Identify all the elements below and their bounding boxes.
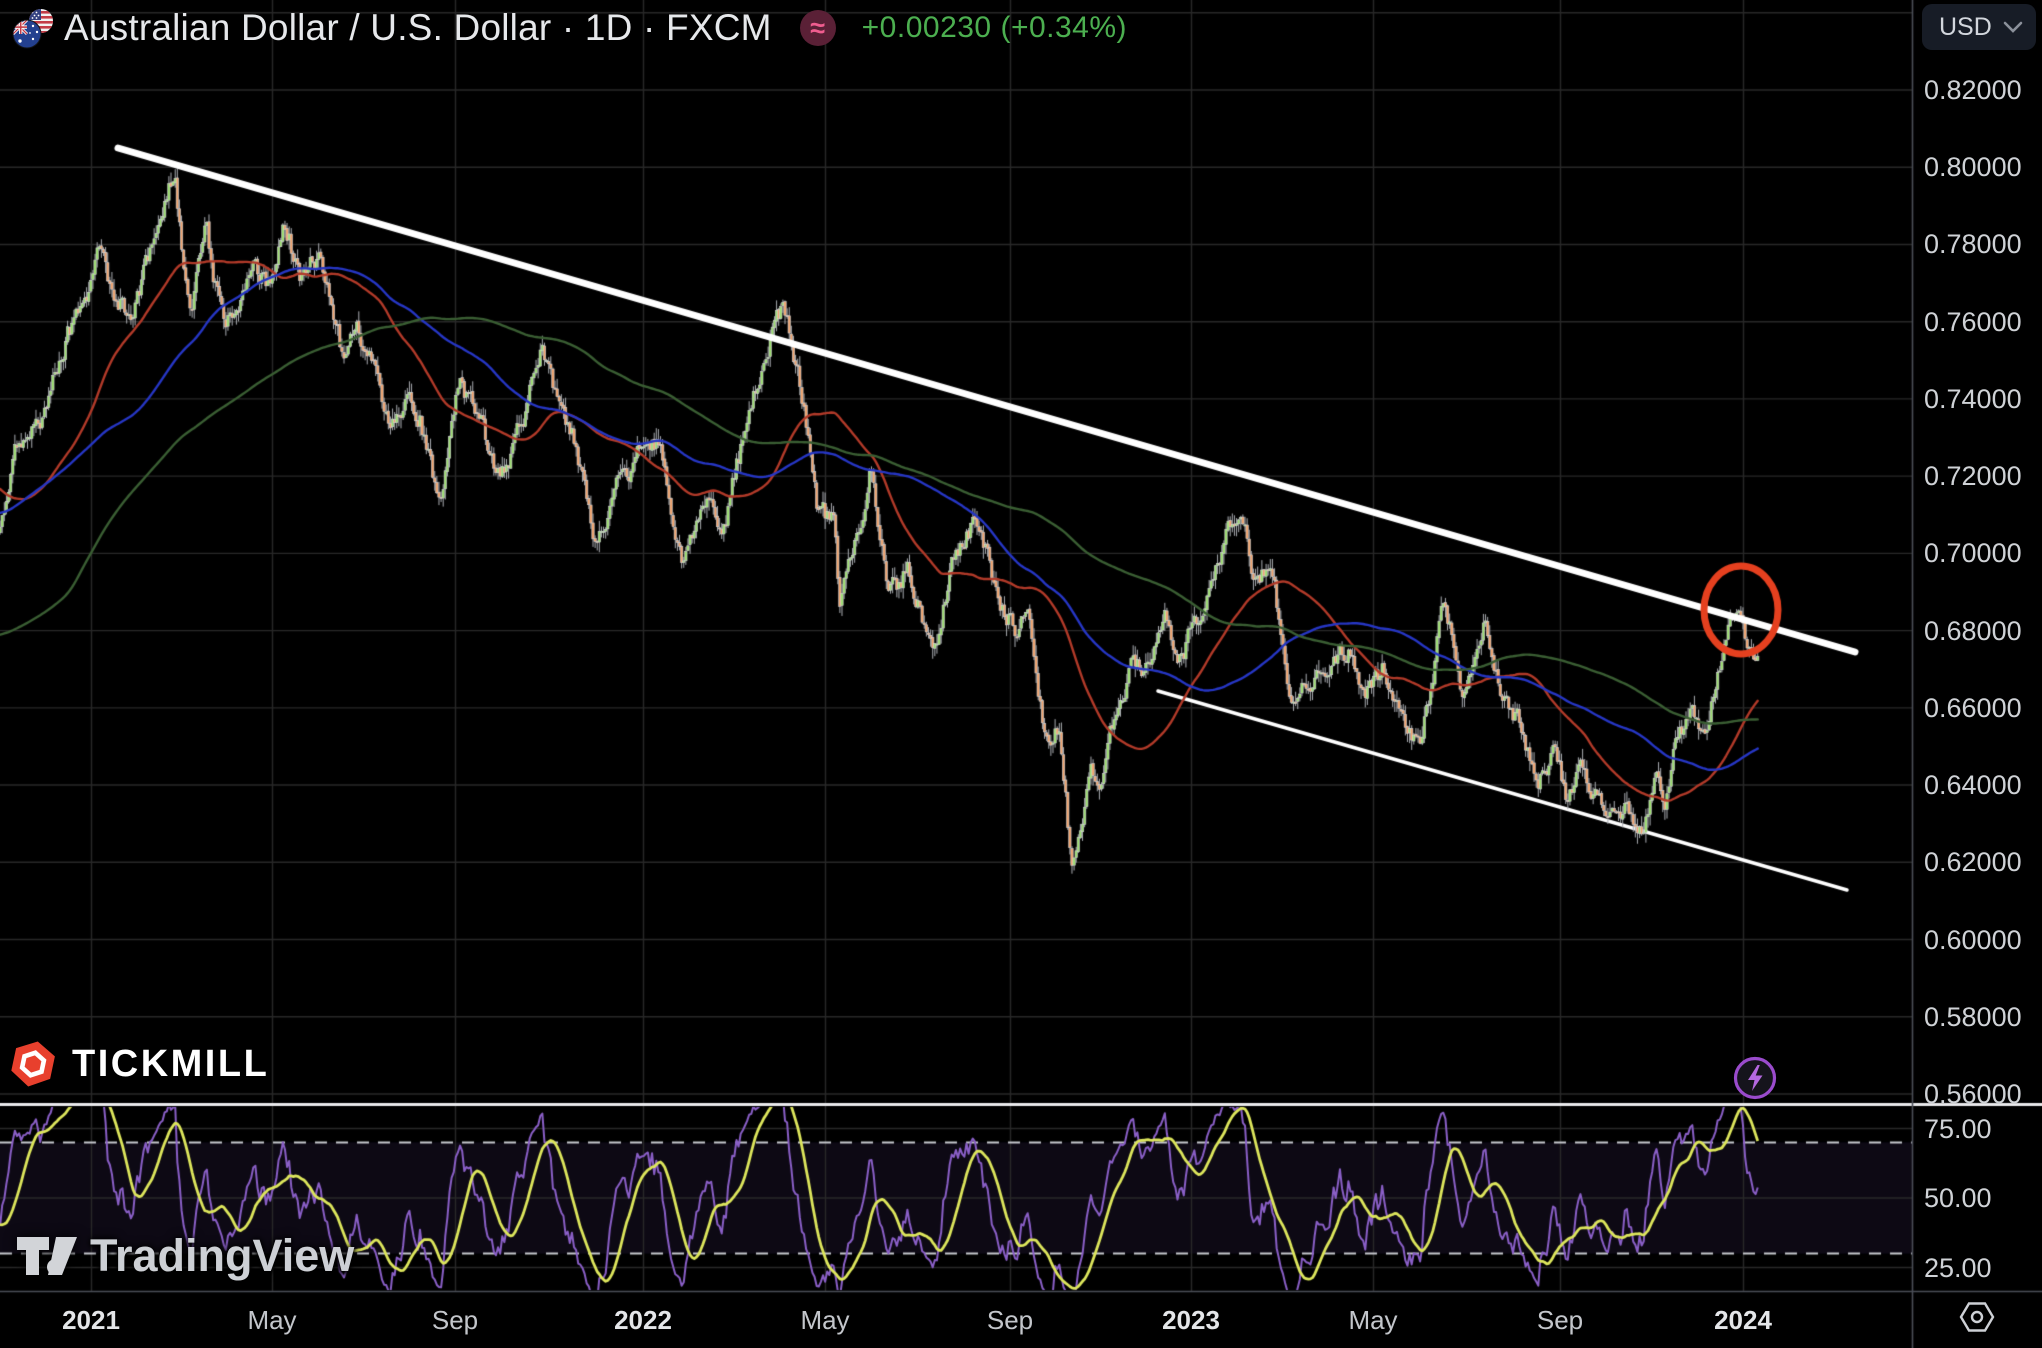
price-axis-label: 0.64000 (1924, 770, 2022, 800)
tickmill-watermark: TICKMILL (8, 1040, 269, 1088)
time-axis-label: 2023 (1162, 1305, 1220, 1335)
price-change: +0.00230 (+0.34%) (861, 11, 1128, 44)
time-axis-label: Sep (1536, 1305, 1584, 1335)
tradingview-logo-icon (17, 1237, 77, 1275)
price-axis-label: 0.62000 (1924, 847, 2022, 877)
time-axis-label: May (1348, 1305, 1398, 1335)
time-axis-label: Sep (986, 1305, 1034, 1335)
symbol-header: Australian Dollar / U.S. Dollar · 1D · F… (10, 5, 1127, 51)
delayed-data-badge: ≈ (799, 10, 836, 46)
time-axis-label: May (247, 1305, 297, 1335)
lightning-button[interactable] (1733, 1056, 1777, 1100)
panes-settings-icon[interactable] (1958, 1299, 1996, 1335)
currency-selector[interactable]: USD (1922, 4, 2036, 50)
price-axis-label: 0.78000 (1924, 229, 2022, 259)
rsi-axis-label: 25.00 (1924, 1253, 1992, 1283)
rsi-axis-label: 50.00 (1924, 1183, 1992, 1213)
time-axis-label: Sep (431, 1305, 479, 1335)
time-axis[interactable] (0, 1291, 1912, 1348)
price-axis-label: 0.56000 (1924, 1079, 2022, 1109)
chevron-down-icon (2003, 21, 2023, 33)
price-axis-label: 0.82000 (1924, 75, 2022, 105)
price-axis-label: 0.80000 (1924, 152, 2022, 182)
time-axis-label: May (800, 1305, 850, 1335)
tickmill-logo-icon (11, 1041, 55, 1087)
aud-usd-flag-icon (12, 9, 53, 49)
price-axis-label: 0.70000 (1924, 538, 2022, 568)
time-axis-label: 2024 (1714, 1305, 1772, 1335)
time-axis-label: 2022 (614, 1305, 672, 1335)
price-axis-label: 0.74000 (1924, 384, 2022, 414)
price-axis-label: 0.60000 (1924, 925, 2022, 955)
price-axis-label: 0.66000 (1924, 693, 2022, 723)
price-axis-label: 0.58000 (1924, 1002, 2022, 1032)
hexagon-icon (1959, 1302, 1995, 1332)
price-axis-label: 0.76000 (1924, 307, 2022, 337)
tradingview-brand-text: TradingView (90, 1230, 355, 1281)
rsi-axis-label: 75.00 (1924, 1114, 1992, 1144)
tickmill-brand-text: TICKMILL (72, 1042, 270, 1085)
price-axis-label: 0.72000 (1924, 461, 2022, 491)
time-axis-label: 2021 (62, 1305, 120, 1335)
symbol-title: Australian Dollar / U.S. Dollar · 1D · F… (64, 7, 772, 48)
currency-selector-label: USD (1939, 12, 1992, 41)
price-axis[interactable] (1912, 0, 2042, 1291)
approx-icon: ≈ (810, 12, 826, 43)
tradingview-attribution[interactable]: TradingView (16, 1230, 354, 1282)
lightning-icon (1733, 1056, 1777, 1100)
price-axis-label: 0.68000 (1924, 616, 2022, 646)
